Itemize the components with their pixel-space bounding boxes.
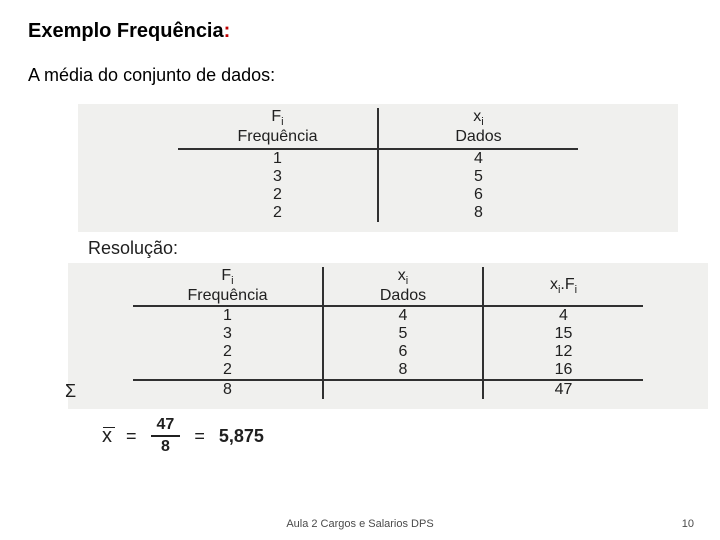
frequency-table: Fi Frequência xi Dados 14 35 26 28	[178, 108, 578, 222]
page-number: 10	[682, 518, 694, 530]
footer-text: Aula 2 Cargos e Salarios DPS	[0, 518, 720, 530]
xbar-symbol: x	[102, 425, 112, 448]
mean-equation: x = 47 8 = 5,875	[102, 417, 692, 455]
sum-row: Σ 8 47	[133, 380, 643, 399]
numerator: 47	[151, 417, 181, 437]
denominator: 8	[161, 437, 170, 455]
equals-1: =	[126, 426, 137, 447]
t1-xi-label: Dados	[455, 128, 501, 145]
scan-region: Fi Frequência xi Dados 14 35 26 28	[78, 104, 678, 232]
scan-region-2: Fi Frequência xi Dados xi.Fi 144 3515 26…	[68, 263, 708, 409]
sum-xf: 47	[483, 380, 643, 399]
table-row: 2816	[133, 361, 643, 380]
t2-fi-sub: i	[231, 275, 233, 287]
t1-fi-sub: i	[281, 116, 283, 128]
mean-result: 5,875	[219, 426, 264, 447]
t2-xi-sym: x	[398, 267, 406, 284]
t2-fi-sym: F	[221, 267, 231, 284]
t2-xf-b: .F	[560, 276, 574, 293]
t1-fi-sym: F	[271, 108, 281, 125]
t2-xf-a: x	[550, 276, 558, 293]
t1-fi-label: Frequência	[237, 128, 317, 145]
resolution-table: Fi Frequência xi Dados xi.Fi 144 3515 26…	[133, 267, 643, 399]
table-row: 35	[178, 168, 578, 186]
title-text: Exemplo Frequência	[28, 20, 224, 42]
t2-xi-label: Dados	[380, 287, 426, 304]
subtitle: A média do conjunto de dados:	[28, 65, 692, 86]
table-row: 3515	[133, 325, 643, 343]
table-row: 14	[178, 149, 578, 168]
equals-2: =	[194, 426, 205, 447]
slide-title: Exemplo Frequência:	[28, 20, 692, 43]
title-colon: :	[224, 20, 231, 42]
table-row: 2612	[133, 343, 643, 361]
t2-fi-label: Frequência	[187, 287, 267, 304]
t1-xi-sub: i	[481, 116, 483, 128]
table-row: 26	[178, 186, 578, 204]
fraction: 47 8	[151, 417, 181, 455]
sum-f: 8	[223, 381, 232, 398]
table-row: 144	[133, 306, 643, 325]
resolution-label: Resolução:	[88, 238, 692, 259]
t2-xi-sub: i	[406, 275, 408, 287]
table-row: 28	[178, 204, 578, 222]
sigma-symbol: Σ	[65, 381, 76, 402]
